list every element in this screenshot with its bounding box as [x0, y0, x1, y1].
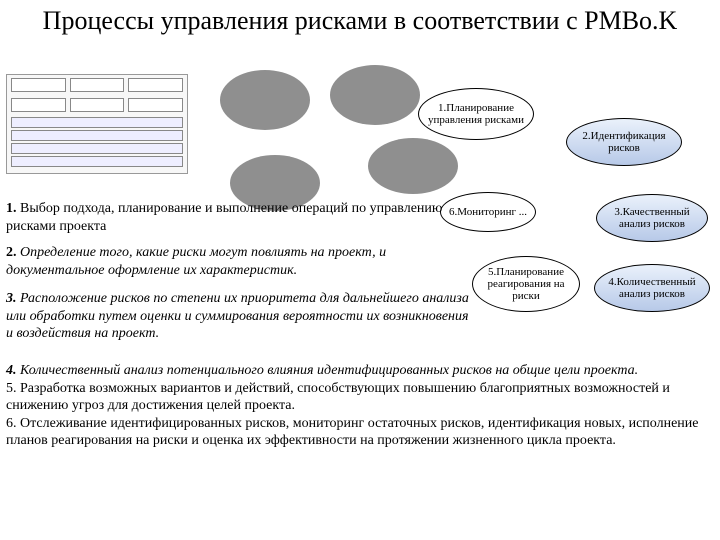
slide: Процессы управления рисками в соответств…	[0, 0, 720, 540]
thumbnail-diagram	[6, 74, 188, 174]
para-2: 2. Определение того, какие риски могут п…	[6, 244, 462, 279]
slide-title: Процессы управления рисками в соответств…	[0, 6, 720, 36]
node-n5: 5.Планирование реагирования на риски	[472, 256, 580, 312]
para-3: 3. Расположение рисков по степени их при…	[6, 290, 476, 343]
gray-oval-2	[368, 138, 458, 194]
node-n1: 1.Планирование управления рисками	[418, 88, 534, 140]
node-n3: 3.Качественный анализ рисков	[596, 194, 708, 242]
bottom-paras: 4. Количественный анализ потенциального …	[6, 362, 706, 450]
gray-oval-0	[220, 70, 310, 130]
node-n4: 4.Количественный анализ рисков	[594, 264, 710, 312]
gray-oval-1	[330, 65, 420, 125]
node-n2: 2.Идентификация рисков	[566, 118, 682, 166]
para-1: 1. Выбор подхода, планирование и выполне…	[6, 200, 462, 235]
